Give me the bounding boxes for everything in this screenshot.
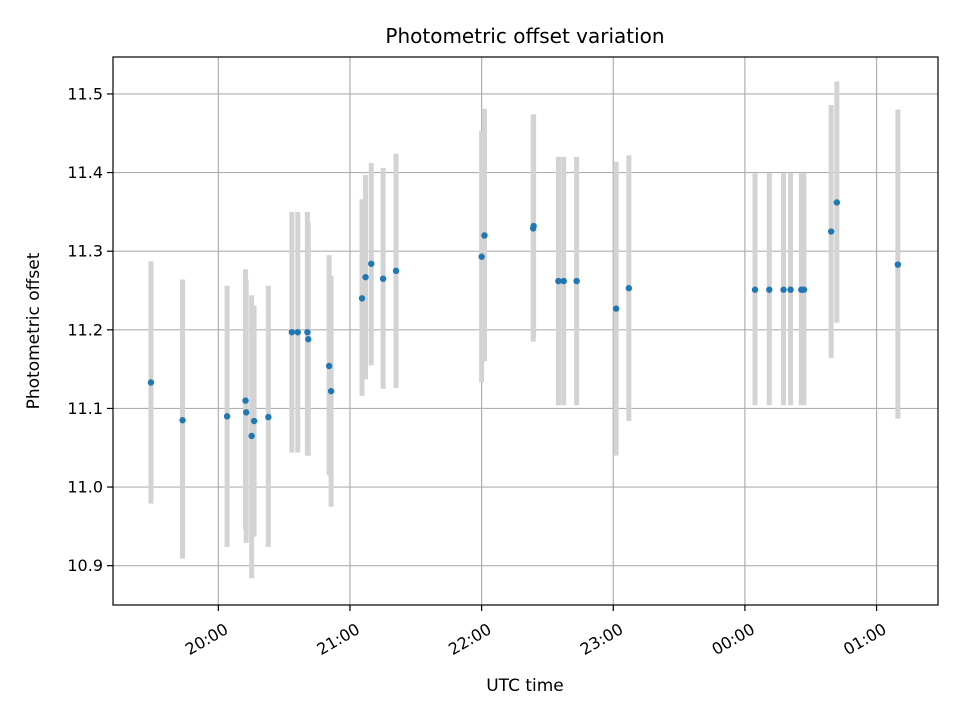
data-point: [392, 267, 400, 275]
y-tick-label: 11.1: [67, 399, 103, 418]
data-point: [766, 286, 773, 293]
data-point: [250, 417, 258, 425]
data-points: [147, 199, 902, 440]
y-axis-label: Photometric offset: [24, 252, 44, 409]
data-point: [179, 417, 186, 424]
x-axis-label: UTC time: [486, 676, 564, 696]
y-axis-ticks: 10.9 11.0 11.1 11.2 11.3 11.4 11.5: [67, 84, 113, 575]
y-tick-label: 11.0: [67, 478, 103, 497]
data-point: [612, 305, 620, 312]
plot-frame: [112, 56, 939, 606]
data-point: [265, 413, 272, 421]
data-point: [304, 328, 311, 336]
chart-title: Photometric offset variation: [385, 24, 664, 48]
data-point: [751, 286, 759, 293]
data-point: [223, 413, 231, 420]
y-tick-label: 11.4: [67, 163, 103, 182]
data-point: [481, 232, 488, 239]
data-point: [625, 284, 633, 292]
y-tick-label: 10.9: [67, 556, 103, 575]
y-tick-label: 11.5: [67, 84, 103, 103]
data-point: [555, 277, 562, 285]
data-point: [530, 222, 537, 230]
data-point: [305, 336, 312, 343]
data-point: [894, 261, 902, 268]
data-point: [827, 228, 835, 235]
data-point: [288, 328, 296, 336]
y-tick-label: 11.2: [67, 320, 103, 339]
data-point: [362, 273, 369, 281]
data-point: [248, 432, 255, 440]
data-point: [560, 277, 567, 285]
y-tick-label: 11.3: [67, 242, 103, 261]
data-point: [833, 199, 841, 206]
data-point: [478, 253, 485, 260]
data-point: [800, 286, 808, 293]
data-point: [787, 286, 794, 293]
data-point: [325, 362, 333, 370]
data-point: [358, 295, 366, 302]
data-point: [294, 328, 301, 336]
data-point: [242, 397, 249, 404]
data-point: [379, 275, 387, 282]
data-point: [327, 387, 335, 395]
data-point: [780, 286, 787, 293]
data-point: [147, 379, 155, 386]
data-point: [573, 277, 580, 285]
data-point: [368, 260, 375, 267]
data-point: [242, 409, 250, 416]
